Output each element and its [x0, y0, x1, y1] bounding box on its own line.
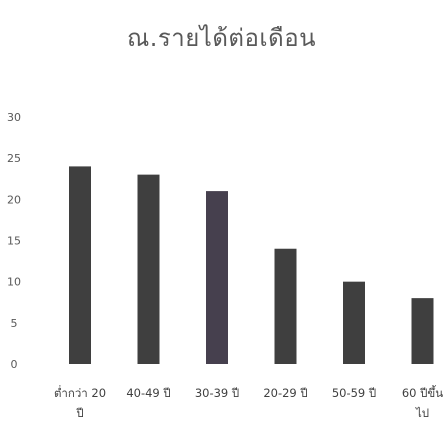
bar-series — [69, 166, 434, 364]
y-tick-label: 25 — [7, 152, 21, 165]
y-tick-label: 30 — [7, 111, 21, 124]
x-tick-label: 50-59 ปี — [332, 386, 376, 400]
x-tick-label: 40-49 ปี — [126, 386, 170, 400]
x-tick-label-line: 30-39 ปี — [195, 386, 239, 400]
x-tick-label: ต่ำกว่า 20 ปี — [54, 385, 106, 420]
x-tick-label-line: 60 ปีขึ้น — [402, 385, 443, 400]
bar — [206, 191, 228, 364]
x-tick-label: 30-39 ปี — [195, 386, 239, 400]
y-tick-label: 5 — [11, 317, 18, 330]
x-tick-label: 20-29 ปี — [263, 386, 307, 400]
x-tick-label-line: 40-49 ปี — [126, 386, 170, 400]
x-tick-label-line: 20-29 ปี — [263, 386, 307, 400]
y-tick-label: 20 — [7, 193, 21, 206]
y-tick-label: 15 — [7, 235, 21, 248]
y-axis: 0 5 10 15 20 25 30 — [7, 111, 21, 371]
x-axis: ต่ำกว่า 20 ปี 40-49 ปี 30-39 ปี 20-29 ปี 50-5… — [54, 385, 443, 420]
x-tick-label-line: ต่ำกว่า 20 — [54, 385, 106, 400]
chart-title: ณ.รายได้ต่อเดือน — [126, 24, 317, 52]
y-tick-label: 0 — [11, 358, 18, 371]
x-tick-label-line: ปี — [76, 406, 84, 420]
bar — [69, 166, 91, 364]
x-tick-label: 60 ปีขึ้นไป — [402, 385, 443, 420]
x-tick-label-line: ไป — [415, 406, 429, 420]
bar — [343, 281, 365, 364]
x-tick-label-line: 50-59 ปี — [332, 386, 376, 400]
bar — [274, 248, 297, 364]
y-tick-label: 10 — [7, 276, 21, 289]
bar — [137, 174, 160, 364]
bar — [411, 298, 434, 364]
